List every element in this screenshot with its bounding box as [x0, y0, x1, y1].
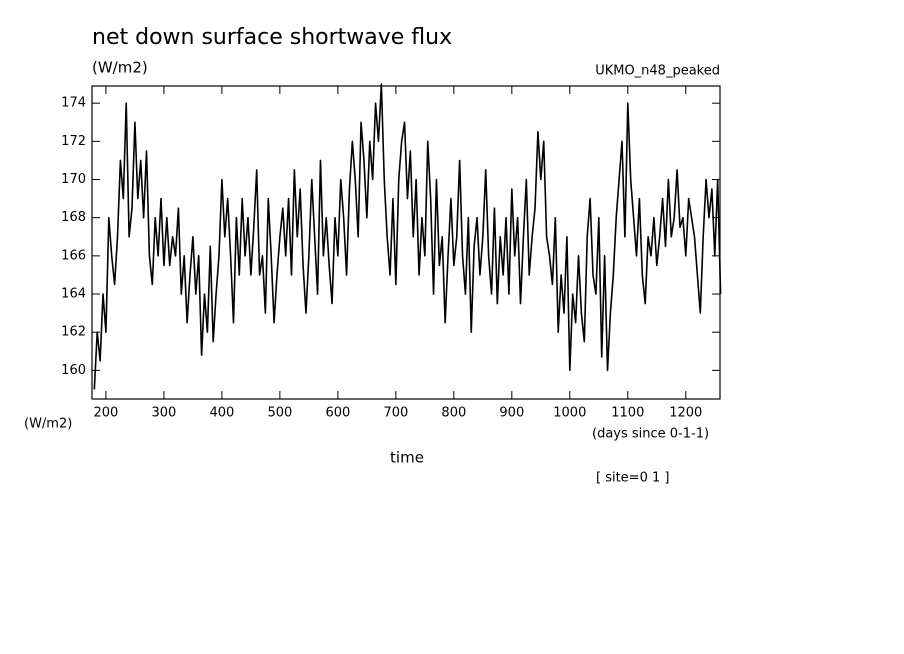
y-tick-label: 174 — [61, 96, 86, 111]
y-tick-label: 166 — [61, 248, 86, 263]
x-tick-label: 1100 — [611, 406, 644, 421]
x-tick-label: 700 — [383, 406, 408, 421]
data-line — [93, 83, 722, 390]
x-unit: (days since 0-1-1) — [592, 427, 709, 442]
y-axis-label: (W/m2) — [24, 417, 72, 432]
y-tick-label: 170 — [61, 172, 86, 187]
x-tick-label: 500 — [267, 406, 292, 421]
x-tick-label: 1000 — [553, 406, 586, 421]
plot-frame — [91, 85, 721, 400]
y-tick-label: 162 — [61, 325, 86, 340]
x-tick-label: 200 — [94, 406, 119, 421]
y-tick-label: 172 — [61, 134, 86, 149]
x-tick-label: 800 — [441, 406, 466, 421]
y-unit: (W/m2) — [92, 59, 148, 77]
x-tick-label: 400 — [209, 406, 234, 421]
y-tick-label: 160 — [61, 363, 86, 378]
site-label: [ site=0 1 ] — [596, 471, 669, 486]
x-tick-label: 600 — [325, 406, 350, 421]
model-label: UKMO_n48_peaked — [595, 64, 720, 79]
x-tick-label: 1200 — [669, 406, 702, 421]
x-tick-label: 900 — [499, 406, 524, 421]
y-tick-label: 168 — [61, 210, 86, 225]
x-tick-label: 300 — [151, 406, 176, 421]
x-axis-label: time — [390, 449, 424, 467]
chart-title: net down surface shortwave flux — [92, 25, 452, 50]
y-tick-label: 164 — [61, 287, 86, 302]
